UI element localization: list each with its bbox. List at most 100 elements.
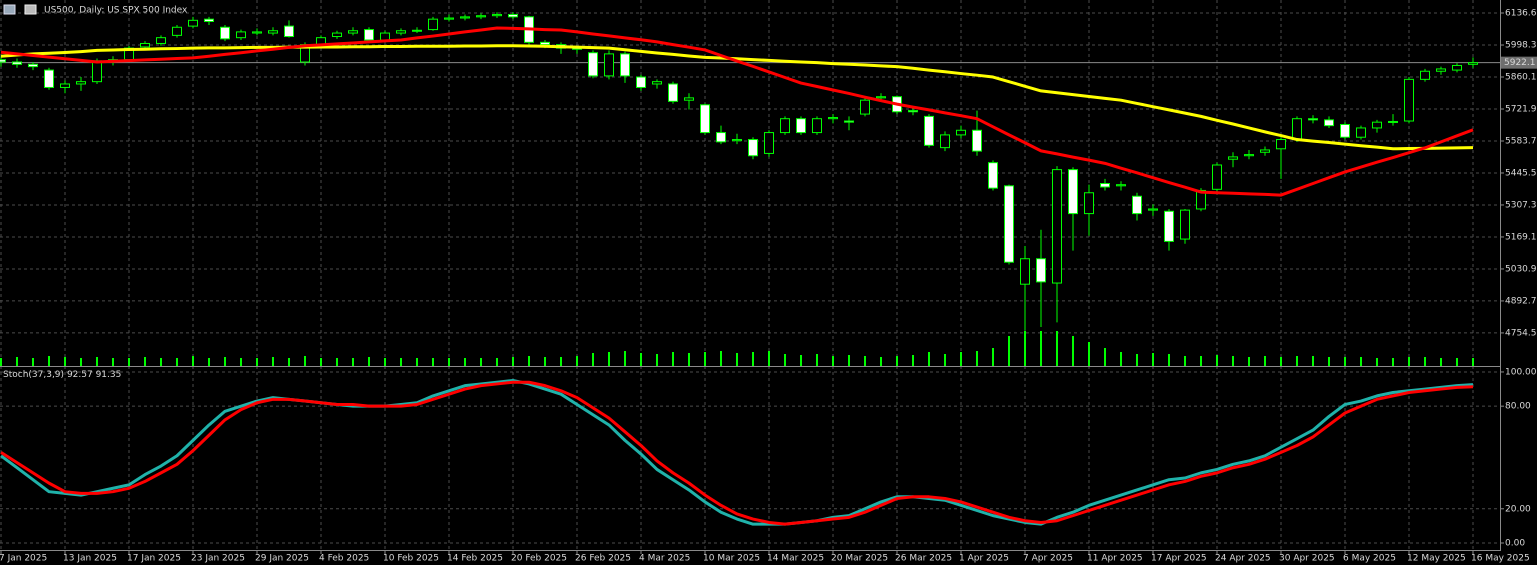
- candle-body: [1452, 64, 1462, 71]
- candle-body: [476, 15, 486, 18]
- indicator-title: Stoch(37,3,9): [3, 370, 64, 380]
- candle-body: [92, 60, 102, 83]
- candle-body: [220, 26, 230, 40]
- candle-body: [1052, 169, 1062, 284]
- candle-body: [12, 61, 22, 65]
- candle-body: [988, 162, 998, 189]
- x-tick-label: 7 Apr 2025: [1023, 554, 1073, 564]
- candle-body: [956, 129, 966, 136]
- candle-body: [748, 139, 758, 157]
- bid-label: 5922.1: [1504, 58, 1536, 68]
- x-tick-label: 6 May 2025: [1343, 554, 1396, 564]
- candle-body: [828, 117, 838, 120]
- x-tick-label: 16 May 2025: [1471, 554, 1530, 564]
- y-tick-label: 0.00: [1505, 538, 1525, 548]
- y-tick-label: 4892.7: [1505, 296, 1537, 306]
- indicator-line: [0, 380, 1474, 526]
- x-tick-label: 10 Feb 2025: [383, 554, 439, 564]
- y-tick-label: 80.00: [1505, 402, 1531, 412]
- candle-body: [972, 129, 982, 152]
- candle-body: [812, 118, 822, 134]
- candle-body: [348, 30, 358, 34]
- candle-body: [444, 17, 454, 20]
- candle-body: [28, 63, 38, 68]
- candle-body: [1228, 156, 1238, 160]
- candle-body: [1196, 189, 1206, 210]
- header-icon: [3, 4, 16, 15]
- x-tick-label: 26 Mar 2025: [895, 554, 952, 564]
- indicator-line: [0, 379, 1474, 526]
- candle-body: [1372, 121, 1382, 129]
- candle-body: [1260, 149, 1270, 153]
- x-tick-label: 7 Jan 2025: [0, 554, 47, 564]
- x-tick-label: 14 Mar 2025: [767, 554, 824, 564]
- candle-body: [1004, 185, 1014, 263]
- candle-body: [60, 83, 70, 88]
- x-tick-label: 26 Feb 2025: [575, 554, 631, 564]
- x-tick-label: 24 Apr 2025: [1215, 554, 1271, 564]
- candle-body: [1436, 68, 1446, 72]
- candle-body: [172, 26, 182, 36]
- candle-body: [204, 18, 214, 22]
- candle-body: [1020, 258, 1030, 285]
- x-tick-label: 11 Apr 2025: [1087, 554, 1143, 564]
- candle-body: [716, 132, 726, 143]
- candle-body: [908, 110, 918, 113]
- candle-body: [140, 42, 150, 48]
- candle-body: [492, 14, 502, 17]
- candle-body: [620, 53, 630, 77]
- candle-body: [1084, 192, 1094, 215]
- candle-body: [940, 134, 950, 149]
- candle-body: [252, 31, 262, 34]
- candle-body: [1100, 183, 1110, 188]
- candle-body: [1036, 258, 1046, 283]
- candle-body: [428, 18, 438, 31]
- candle-body: [732, 139, 742, 142]
- marks-layer: [0, 12, 1500, 526]
- y-tick-label: 100.00: [1505, 367, 1537, 377]
- y-tick-label: 5583.7: [1505, 136, 1537, 146]
- candle-body: [1180, 209, 1190, 240]
- x-tick-label: 12 May 2025: [1407, 554, 1466, 564]
- candle-body: [1116, 184, 1126, 187]
- candle-body: [1068, 169, 1078, 215]
- y-tick-label: 5445.5: [1505, 168, 1537, 178]
- candle-body: [1148, 208, 1158, 211]
- candle-body: [76, 81, 86, 85]
- candle-body: [860, 99, 870, 115]
- candle-body: [156, 37, 166, 44]
- y-tick-label: 5860.1: [1505, 73, 1537, 83]
- y-tick-label: 5998.3: [1505, 41, 1537, 51]
- x-tick-label: 17 Jan 2025: [127, 554, 181, 564]
- candle-body: [1420, 70, 1430, 80]
- x-tick-label: 4 Mar 2025: [639, 554, 690, 564]
- candle-body: [284, 25, 294, 38]
- x-tick-label: 29 Jan 2025: [255, 554, 309, 564]
- x-tick-label: 17 Apr 2025: [1151, 554, 1207, 564]
- candle-body: [876, 96, 886, 99]
- candle-body: [1356, 127, 1366, 138]
- y-tick-label: 5307.3: [1505, 200, 1537, 210]
- candle-body: [652, 81, 662, 85]
- candle-body: [1164, 210, 1174, 242]
- y-tick-label: 20.00: [1505, 504, 1531, 514]
- candle-body: [700, 104, 710, 134]
- candle-body: [636, 76, 646, 88]
- candle-body: [924, 115, 934, 146]
- candle-body: [844, 120, 854, 123]
- header-icon: [24, 4, 37, 15]
- candle-body: [396, 30, 406, 34]
- candle-body: [188, 19, 198, 27]
- candle-body: [364, 29, 374, 41]
- candle-body: [1292, 118, 1302, 141]
- candle-body: [44, 69, 54, 88]
- candle-body: [1244, 154, 1254, 157]
- candle-body: [1468, 62, 1478, 65]
- candle-body: [588, 52, 598, 77]
- indicator-main-value: 92.57: [67, 370, 93, 380]
- candle-body: [1388, 120, 1398, 123]
- x-tick-label: 4 Feb 2025: [319, 554, 369, 564]
- candle-body: [684, 97, 694, 101]
- axis-layer: 6136.6 5998.3 5860.1 5721.9 5583.7 5445.5 5307…: [0, 9, 1537, 564]
